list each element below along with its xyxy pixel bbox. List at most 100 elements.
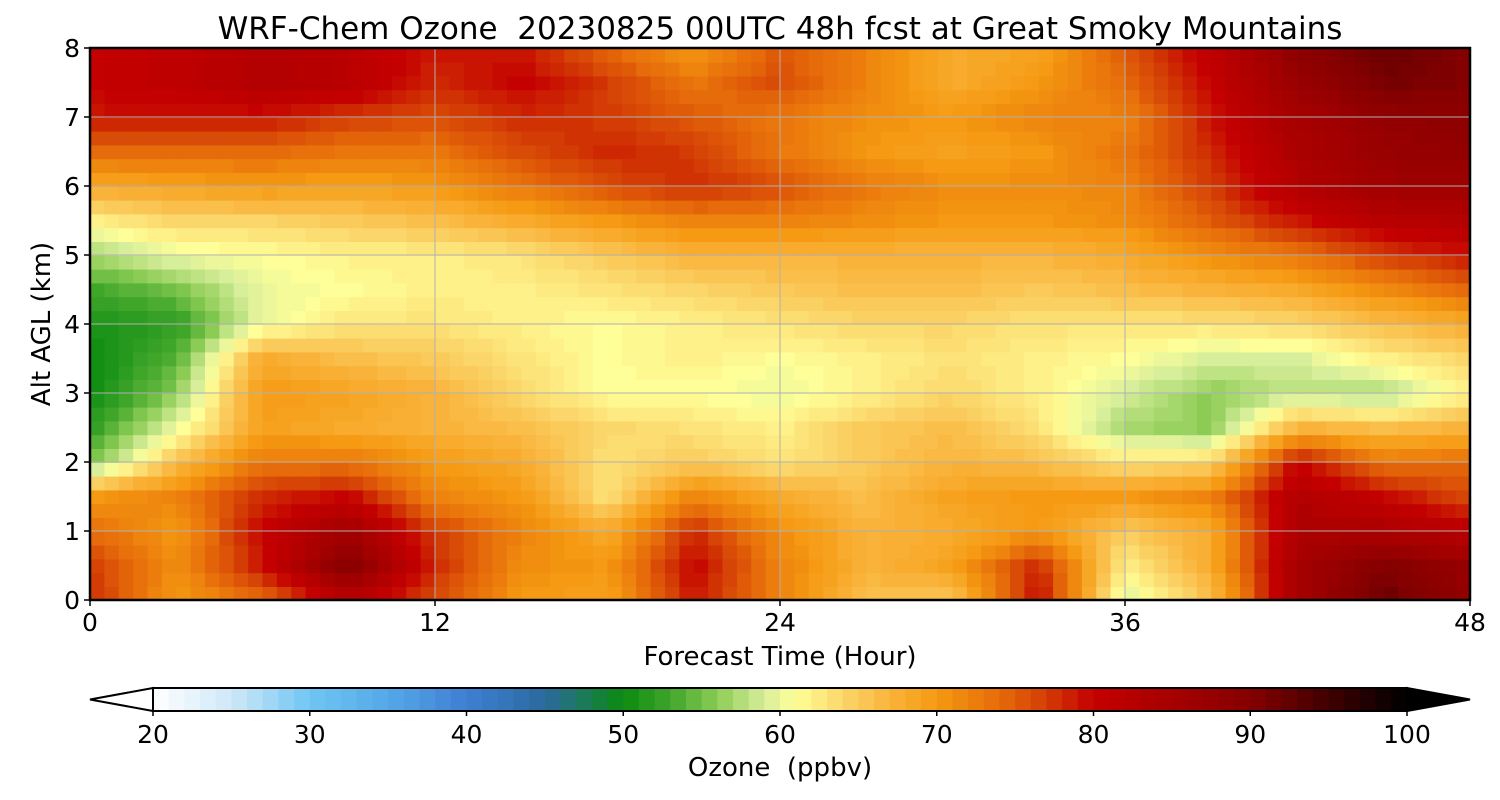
heatmap-cell [866,393,882,408]
heatmap-cell [521,393,537,408]
heatmap-cell [1081,406,1098,422]
heatmap-cell [665,144,681,160]
heatmap-cell [1168,393,1184,408]
heatmap-cell [650,434,666,449]
heatmap-cell [722,186,738,201]
heatmap-cell [981,448,997,463]
heatmap-cell [1383,558,1399,574]
heatmap-cell [679,475,695,491]
heatmap-cell [492,406,508,422]
heatmap-cell [348,199,364,215]
heatmap-cell [133,144,149,160]
heatmap-cell [578,586,594,600]
heatmap-cell [190,172,206,187]
heatmap-cell [1340,393,1356,408]
heatmap-cell [248,406,264,422]
heatmap-cell [348,434,364,449]
heatmap-cell [1268,420,1284,436]
heatmap-cell [161,296,178,311]
heatmap-cell [1297,544,1313,560]
heatmap-cell [463,48,479,63]
heatmap-cell [780,434,796,449]
heatmap-cell [650,351,666,367]
heatmap-cell [1412,365,1428,380]
heatmap-cell [722,365,738,380]
heatmap-cell [176,337,192,353]
heatmap-cell [607,241,623,256]
heatmap-cell [406,103,422,118]
heatmap-cell [506,103,523,118]
heatmap-cell [765,544,781,560]
heatmap-cell [1441,448,1457,463]
heatmap-cell [492,130,508,146]
heatmap-cell [1398,89,1414,104]
heatmap-cell [1268,241,1284,256]
heatmap-cell [1067,255,1083,270]
heatmap-cell [334,462,350,477]
heatmap-cell [1340,103,1356,118]
heatmap-cell [966,558,983,574]
heatmap-cell [995,531,1011,546]
heatmap-cell [233,420,249,436]
heatmap-cell [765,172,781,187]
heatmap-cell [262,89,278,104]
heatmap-cell [1240,296,1256,311]
heatmap-cell [837,75,853,91]
heatmap-cell [679,75,695,91]
heatmap-cell [722,61,738,77]
heatmap-cell [564,310,580,325]
heatmap-cell [1067,213,1083,229]
heatmap-cell [765,268,781,284]
heatmap-cell [938,75,954,91]
colorbar-swatch [842,688,859,711]
heatmap-cell [492,268,508,284]
heatmap-cell [823,61,839,77]
heatmap-cell [506,172,523,187]
heatmap-cell [377,255,393,270]
heatmap-cell [262,393,278,408]
heatmap-cell [1326,544,1342,560]
heatmap-cell [938,89,954,104]
heatmap-cell [147,282,163,298]
heatmap-cell [1225,531,1241,546]
heatmap-cell [363,48,379,63]
heatmap-cell [1398,475,1414,491]
heatmap-cell [506,199,523,215]
heatmap-cell [1081,213,1098,229]
heatmap-cell [1268,503,1284,518]
heatmap-cell [1024,268,1040,284]
heatmap-cell [104,255,120,270]
heatmap-cell [1168,310,1184,325]
heatmap-cell [665,255,681,270]
heatmap-cell [1412,379,1428,394]
heatmap-cell [1067,296,1083,311]
heatmap-cell [1398,448,1414,463]
heatmap-cell [262,420,278,436]
heatmap-cell [1225,310,1241,325]
heatmap-cell [895,544,911,560]
heatmap-cell [794,420,810,436]
heatmap-cell [1369,406,1385,422]
heatmap-cell [1441,172,1457,187]
heatmap-cell [1426,337,1443,353]
heatmap-cell [1311,89,1328,104]
heatmap-cell [233,186,249,201]
heatmap-cell [1053,61,1069,77]
colorbar-swatch [450,688,468,711]
heatmap-cell [1398,544,1414,560]
heatmap-cell [1297,172,1313,187]
heatmap-cell [780,324,796,339]
heatmap-cell [506,310,523,325]
heatmap-cell [1038,199,1054,215]
heatmap-cell [1010,103,1026,118]
heatmap-cell [435,48,451,63]
heatmap-cell [219,130,235,146]
heatmap-cell [650,241,666,256]
heatmap-cell [923,268,939,284]
heatmap-cell [708,268,724,284]
heatmap-cell [118,379,134,394]
heatmap-cell [1369,517,1385,532]
heatmap-cell [1010,199,1026,215]
heatmap-cell [478,227,494,242]
heatmap-cell [923,61,939,77]
